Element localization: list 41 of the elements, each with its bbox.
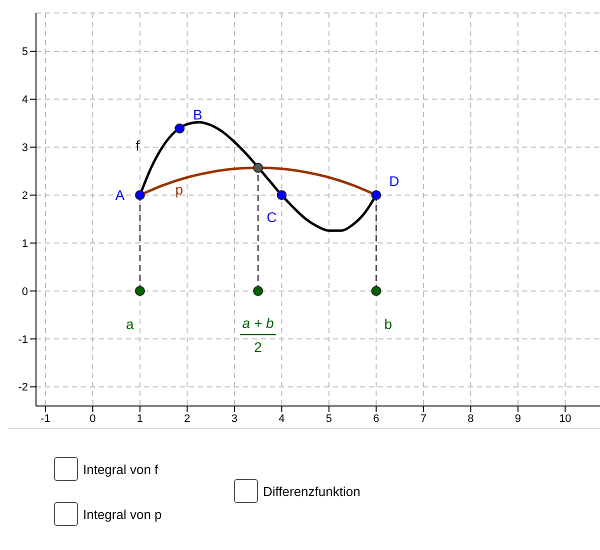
annotation: D <box>389 173 400 190</box>
point <box>371 190 382 200</box>
annotation: a <box>126 316 134 332</box>
point <box>253 162 264 173</box>
annotation: 2 <box>254 338 262 355</box>
point <box>134 190 145 200</box>
annotation: a + b <box>242 314 274 331</box>
annotation: B <box>192 106 202 123</box>
annotation: C <box>266 209 277 226</box>
y-tick-label: -2 <box>18 382 28 394</box>
x-tick-label: -1 <box>40 412 50 425</box>
y-tick-label: 5 <box>22 46 28 58</box>
text: Differenzfunktion <box>263 484 360 498</box>
y-tick-label: 0 <box>22 286 28 298</box>
text: Integral von p <box>83 506 162 522</box>
x-tick-label: 8 <box>468 412 474 425</box>
x-tick-label: 3 <box>231 412 238 425</box>
x-tick-label: 5 <box>326 412 332 425</box>
y-tick-label: 1 <box>22 238 28 250</box>
x-tick-label: 9 <box>514 412 522 425</box>
y-tick-label: 2 <box>22 190 28 202</box>
point <box>134 286 145 296</box>
annotation: b <box>384 316 392 332</box>
x-tick-label: 1 <box>136 412 144 425</box>
y-tick-label: -1 <box>18 334 28 346</box>
y-tick-label: 3 <box>22 142 28 154</box>
annotation: A <box>115 187 126 204</box>
x-tick-label: 4 <box>278 412 285 425</box>
point <box>371 286 382 296</box>
y-tick-label: 4 <box>22 94 28 106</box>
annotation: p <box>175 181 184 198</box>
x-tick-label: 6 <box>373 412 380 425</box>
point <box>276 190 287 200</box>
point <box>174 124 185 134</box>
point <box>253 286 264 296</box>
annotation: f <box>136 137 140 154</box>
x-tick-label: 10 <box>559 412 572 425</box>
x-tick-label: 7 <box>420 412 427 425</box>
x-tick-label: 2 <box>184 412 190 425</box>
x-tick-label: 0 <box>90 412 96 425</box>
text: Integral von f <box>83 462 158 476</box>
